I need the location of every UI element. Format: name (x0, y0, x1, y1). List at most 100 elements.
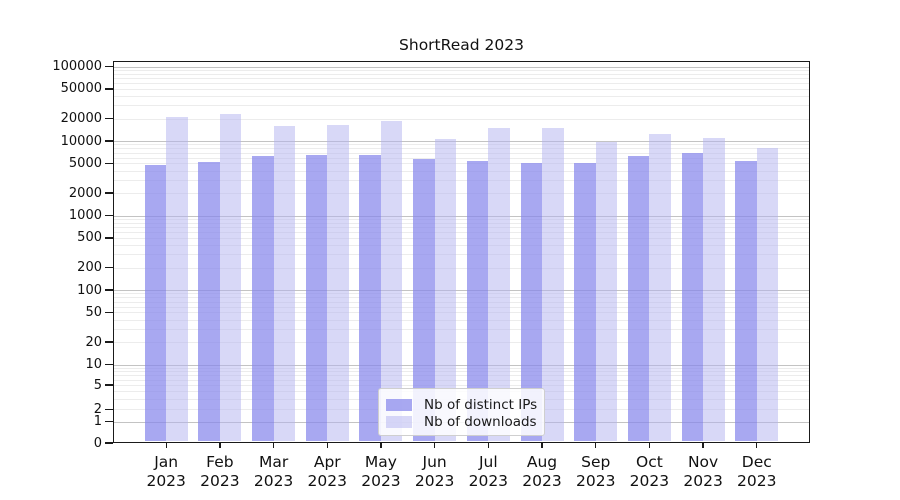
legend-swatch-distinct-ips (386, 398, 412, 411)
y-tick-label-1000: 1000 (68, 208, 102, 223)
x-tick-label-feb: Feb 2023 (188, 453, 252, 490)
x-tick-label-jul: Jul 2023 (456, 453, 520, 490)
y-tick-mark-5 (105, 384, 113, 386)
x-tick-month: Jul (478, 453, 498, 471)
x-tick-mark-may (380, 443, 382, 448)
y-tick-mark-100 (105, 289, 113, 291)
bar-nb-of-distinct-ips-oct (627, 156, 650, 442)
y-tick-label-50: 50 (85, 304, 102, 320)
x-tick-mark-jan (165, 443, 167, 448)
y-tick-mark-0 (105, 442, 113, 444)
y-gridline-minor-90000 (114, 69, 809, 71)
bar-nb-of-distinct-ips-jun (413, 159, 435, 442)
bar-nb-of-downloads-jun (434, 139, 457, 442)
y-tick-label-2: 2 (93, 401, 102, 417)
y-tick-label-5000: 5000 (68, 155, 102, 171)
y-gridline-minor-5000 (114, 163, 809, 165)
bar-nb-of-downloads-aug (542, 127, 564, 442)
y-gridline-minor-5 (114, 385, 809, 386)
y-gridline-minor-700 (114, 227, 809, 229)
y-tick-mark-2000 (105, 192, 113, 194)
x-tick-mark-sep (595, 443, 597, 448)
y-gridline-minor-7 (114, 375, 809, 377)
y-gridline-minor-500 (114, 237, 809, 239)
y-gridline-minor-300 (114, 254, 809, 256)
y-tick-label-500: 500 (77, 230, 102, 246)
y-gridline-minor-80 (114, 297, 809, 299)
y-tick-mark-50000 (105, 88, 113, 90)
legend-row-downloads: Nb of downloads (386, 413, 544, 430)
x-tick-year: 2023 (629, 471, 670, 490)
x-tick-month: Aug (526, 453, 558, 471)
y-gridline-major-10 (114, 364, 809, 366)
y-gridline-minor-20 (114, 342, 809, 344)
x-tick-label-aug: Aug 2023 (510, 453, 574, 490)
y-gridline-minor-7000 (114, 152, 809, 154)
y-gridline-minor-60000 (114, 83, 809, 85)
bar-nb-of-downloads-jan (166, 116, 188, 442)
y-gridline-minor-20000 (114, 118, 809, 120)
y-tick-label-10000: 10000 (60, 133, 102, 149)
y-gridline-minor-6000 (114, 157, 809, 159)
y-gridline-minor-50000 (114, 88, 809, 90)
y-tick-label-10: 10 (85, 357, 102, 372)
x-tick-year: 2023 (522, 471, 562, 490)
y-gridline-minor-900 (114, 218, 809, 220)
bar-nb-of-distinct-ips-nov (681, 153, 704, 442)
x-tick-label-may: May 2023 (349, 453, 413, 490)
y-gridline-major-100000 (114, 66, 809, 68)
y-tick-mark-1 (105, 420, 113, 423)
bar-nb-of-downloads-dec (756, 147, 779, 442)
x-tick-month: Jan (154, 453, 179, 471)
x-tick-month: Nov (687, 453, 719, 471)
y-gridline-minor-9000 (114, 144, 809, 146)
bar-nb-of-distinct-ips-jul (466, 160, 489, 442)
legend-row-distinct-ips: Nb of distinct IPs (386, 396, 544, 413)
y-gridline-minor-600 (114, 232, 809, 234)
y-gridline-minor-4000 (114, 170, 809, 172)
y-gridline-major-1000 (114, 215, 809, 217)
y-gridline-minor-80000 (114, 73, 809, 75)
y-tick-label-50000: 50000 (60, 81, 102, 97)
y-tick-label-100000: 100000 (52, 59, 102, 74)
bar-nb-of-distinct-ips-sep (574, 162, 596, 442)
x-tick-month: Mar (258, 453, 289, 471)
x-tick-month: Oct (636, 453, 663, 471)
y-tick-label-200: 200 (77, 260, 102, 276)
x-tick-month: May (364, 453, 397, 471)
x-tick-year: 2023 (146, 471, 186, 490)
x-tick-label-jan: Jan 2023 (134, 453, 198, 490)
bar-nb-of-distinct-ips-dec (735, 160, 757, 442)
x-tick-label-nov: Nov 2023 (671, 453, 735, 490)
bar-nb-of-distinct-ips-mar (252, 155, 274, 442)
bar-nb-of-downloads-mar (273, 125, 296, 442)
y-gridline-minor-40000 (114, 96, 809, 98)
y-gridline-minor-8000 (114, 148, 809, 150)
y-tick-mark-500 (105, 237, 113, 239)
x-tick-mark-oct (648, 443, 651, 448)
legend: Nb of distinct IPs Nb of downloads (378, 388, 545, 436)
x-tick-label-apr: Apr 2023 (295, 453, 359, 490)
y-tick-mark-100000 (105, 65, 113, 68)
x-tick-label-jun: Jun 2023 (403, 453, 467, 490)
bar-nb-of-downloads-sep (595, 141, 618, 442)
y-tick-mark-10000 (105, 140, 113, 142)
y-gridline-minor-30000 (114, 105, 809, 107)
y-tick-mark-20000 (105, 117, 113, 120)
y-gridline-minor-30 (114, 328, 809, 330)
y-tick-label-2000: 2000 (68, 185, 102, 201)
y-gridline-major-10000 (114, 141, 809, 142)
y-gridline-minor-3000 (114, 179, 809, 181)
plot-area (113, 61, 810, 443)
chart-title: ShortRead 2023 (399, 36, 524, 54)
legend-label-downloads: Nb of downloads (424, 413, 537, 430)
x-tick-year: 2023 (468, 471, 509, 490)
x-tick-year: 2023 (737, 471, 777, 490)
x-tick-year: 2023 (414, 471, 455, 490)
x-tick-year: 2023 (200, 471, 240, 490)
x-tick-mark-dec (756, 443, 758, 448)
bar-nb-of-downloads-apr (327, 125, 349, 442)
x-tick-month: Apr (313, 453, 341, 471)
bar-nb-of-downloads-feb (219, 114, 242, 442)
